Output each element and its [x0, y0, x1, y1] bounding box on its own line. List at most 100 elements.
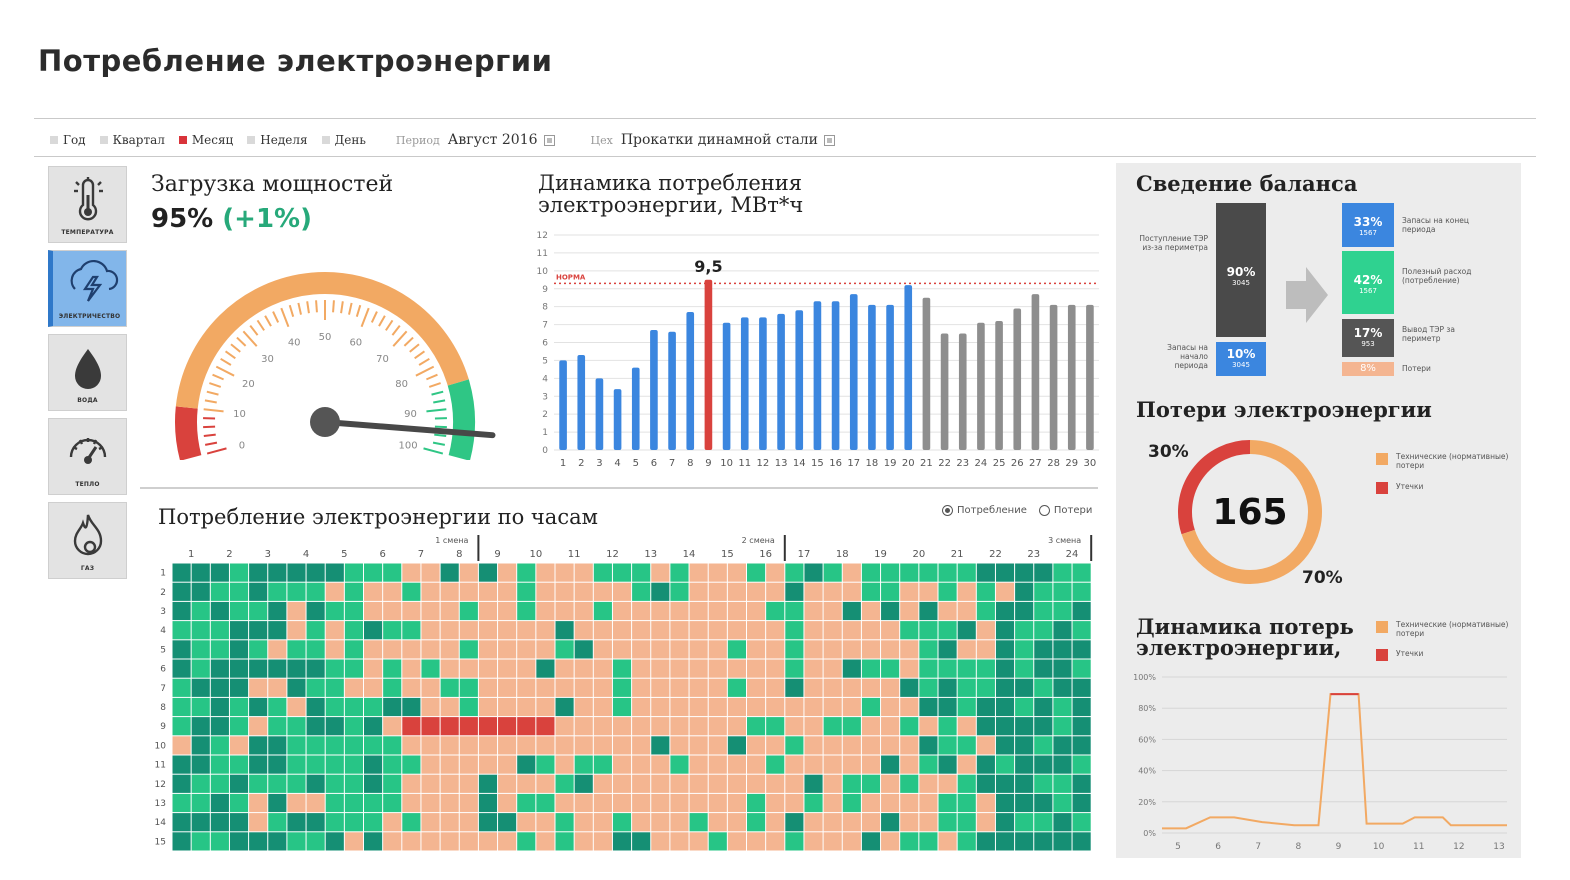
heatmap-cell — [325, 563, 344, 582]
sidebar-item-heat[interactable]: ТЕПЛО — [48, 418, 127, 495]
heatmap-cell — [172, 563, 191, 582]
heatmap-cell — [536, 832, 555, 851]
balance-out-label: Вывод ТЭР за периметр — [1402, 325, 1455, 343]
heatmap-cell — [459, 563, 478, 582]
heatmap-cell — [172, 793, 191, 813]
sidebar-item-electricity[interactable]: ЭЛЕКТРИЧЕСТВО — [48, 250, 127, 327]
y-tick-label: 13 — [155, 799, 166, 809]
heatmap-cell — [306, 601, 325, 621]
gauge-tick — [403, 336, 414, 347]
heatmap-cell — [383, 736, 402, 755]
heatmap-cell — [574, 601, 593, 621]
heatmap-cell — [478, 717, 498, 736]
period-month[interactable]: Месяц — [178, 133, 233, 147]
heatmap-cell — [287, 697, 306, 717]
heatmap-cell — [727, 736, 746, 755]
heatmap-cell — [402, 678, 421, 697]
heatmap-cell — [536, 717, 555, 736]
heatmap-cell — [268, 832, 287, 851]
heatmap-cell — [842, 832, 861, 851]
heatmap-cell — [555, 736, 574, 755]
period-checkbox[interactable] — [99, 136, 108, 144]
heatmap-cell — [191, 755, 210, 774]
dropdown-icon[interactable] — [824, 134, 836, 146]
y-tick-label: 60% — [1138, 735, 1156, 744]
period-select[interactable]: Август 2016 — [447, 132, 538, 148]
radio-checked-icon[interactable] — [942, 505, 953, 516]
heatmap-cell — [210, 640, 229, 659]
heatmap-cell — [172, 640, 191, 659]
heatmap-cell — [402, 793, 421, 813]
heatmap-cell — [670, 717, 689, 736]
sidebar-item-temperature[interactable]: ТЕМПЕРАТУРА — [48, 166, 127, 243]
heatmap-cell — [440, 717, 459, 736]
heatmap-cell — [957, 563, 976, 582]
x-tick-label: 6 — [651, 458, 657, 469]
heatmap-cell — [785, 832, 804, 851]
heatmap-cell — [325, 697, 344, 717]
heatmap-cell — [459, 582, 478, 601]
heatmap-cell — [976, 563, 995, 582]
heatmap-cell — [555, 755, 574, 774]
heatmap-cell — [804, 832, 823, 851]
period-checkbox[interactable] — [247, 136, 256, 144]
heatmap-cell — [612, 755, 632, 774]
page-title: Потребление электроэнергии — [38, 44, 553, 78]
heatmap-cell — [957, 755, 976, 774]
donut-label-tech: 70% — [1302, 568, 1343, 588]
heatmap-cell — [593, 640, 612, 659]
heatmap-cell — [536, 736, 555, 755]
sidebar-item-gas[interactable]: ГАЗ — [48, 502, 127, 579]
heatmap-cell — [364, 601, 383, 621]
heatmap-cell — [440, 563, 459, 582]
period-checkbox[interactable] — [178, 136, 187, 144]
heatmap-cell — [1034, 717, 1053, 736]
heatmap-cell — [708, 832, 727, 851]
heatmap-cell — [210, 601, 229, 621]
heatmap-cell — [191, 601, 210, 621]
x-tick-label: 14 — [793, 458, 806, 469]
period-field-label: Период — [395, 133, 440, 147]
losses-dyn-title-line: электроэнергии, — [1136, 635, 1342, 660]
sidebar-item-water[interactable]: ВОДА — [48, 334, 127, 411]
heatmap-cell — [172, 621, 191, 640]
heatmap-cell — [1072, 621, 1091, 640]
period-year[interactable]: Год — [50, 133, 86, 147]
heatmap-cell — [229, 582, 249, 601]
heatmap-cell — [421, 640, 440, 659]
heatmap-cell — [574, 678, 593, 697]
period-checkbox[interactable] — [50, 136, 58, 144]
bar — [668, 331, 676, 450]
period-checkbox[interactable] — [321, 136, 330, 144]
heatmap-cell — [517, 659, 536, 678]
heatmap-cell — [995, 755, 1015, 774]
y-tick-label: 3 — [160, 607, 166, 617]
bar — [795, 310, 804, 450]
heatmap-cell — [632, 755, 651, 774]
shop-select[interactable]: Прокатки динамной стали — [620, 132, 819, 148]
heatmap-cell — [900, 774, 919, 793]
donut-slice — [1181, 440, 1322, 584]
heatmap-cell — [842, 717, 861, 736]
legend-swatch — [1376, 621, 1388, 633]
filter-bar: Год Квартал Месяц Неделя День Период Авг… — [50, 131, 836, 149]
heatmap-cell — [268, 736, 287, 755]
dropdown-icon[interactable] — [543, 134, 555, 146]
heatmap-cell — [670, 601, 689, 621]
heatmap-cell — [976, 601, 995, 621]
heatmap-cell — [1053, 793, 1072, 813]
period-week[interactable]: Неделя — [247, 133, 308, 147]
x-tick-label: 22 — [989, 549, 1002, 560]
heatmap-cell — [344, 697, 363, 717]
period-day[interactable]: День — [321, 133, 366, 147]
heatmap-cell — [861, 563, 881, 582]
heatmap-cell — [574, 813, 593, 832]
heatmap-cell — [612, 563, 632, 582]
gauge-tick — [203, 433, 216, 438]
legend-consumption[interactable]: Потребление — [957, 505, 1027, 516]
legend-losses[interactable]: Потери — [1053, 505, 1093, 516]
radio-icon[interactable] — [1038, 505, 1050, 516]
period-quarter[interactable]: Квартал — [99, 133, 165, 147]
heatmap-cell — [900, 582, 919, 601]
bar — [958, 333, 967, 450]
